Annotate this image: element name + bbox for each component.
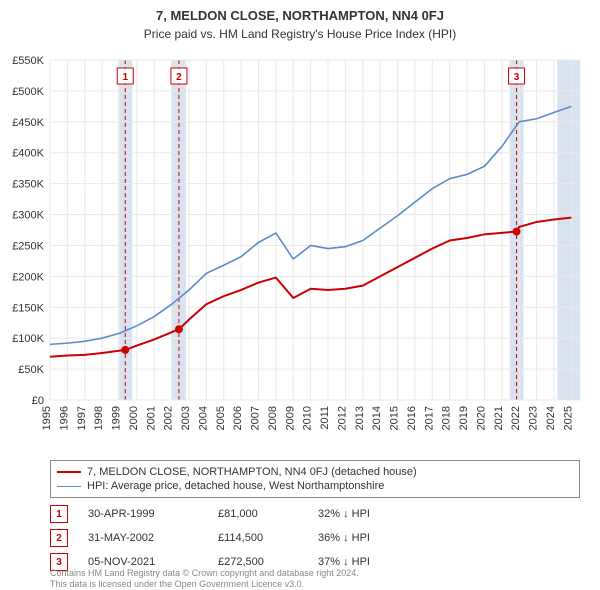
footer-line-2: This data is licensed under the Open Gov… — [50, 579, 580, 590]
x-tick-label: 2003 — [180, 406, 192, 430]
footer-line-1: Contains HM Land Registry data © Crown c… — [50, 568, 580, 579]
chart-plot-area: 123£0£50K£100K£150K£200K£250K£300K£350K£… — [50, 50, 580, 420]
x-tick-label: 2006 — [232, 406, 244, 430]
forecast-band — [557, 60, 580, 400]
sale-row-badge: 2 — [50, 529, 68, 547]
sale-badge-num: 3 — [514, 72, 520, 83]
x-tick-label: 2023 — [528, 406, 540, 430]
x-tick-label: 2008 — [267, 406, 279, 430]
x-tick-label: 1995 — [41, 406, 53, 430]
x-tick-label: 2009 — [284, 406, 296, 430]
legend-item: 7, MELDON CLOSE, NORTHAMPTON, NN4 0FJ (d… — [57, 465, 573, 479]
x-tick-label: 1998 — [93, 406, 105, 430]
sale-date: 31-MAY-2002 — [88, 532, 198, 544]
sale-price: £114,500 — [218, 532, 298, 544]
x-tick-label: 2022 — [510, 406, 522, 430]
x-tick-label: 2012 — [336, 406, 348, 430]
x-tick-label: 1999 — [111, 406, 123, 430]
sale-point — [513, 228, 521, 236]
sale-badge-num: 2 — [176, 72, 182, 83]
y-tick-label: £400K — [12, 148, 44, 160]
x-tick-label: 2021 — [493, 406, 505, 430]
sale-row-badge: 1 — [50, 505, 68, 523]
sale-row: 2 31-MAY-2002 £114,500 36% ↓ HPI — [50, 526, 580, 550]
x-tick-label: 2017 — [423, 406, 435, 430]
x-tick-label: 2025 — [562, 406, 574, 430]
x-tick-label: 2013 — [354, 406, 366, 430]
sale-delta: 36% ↓ HPI — [318, 532, 418, 544]
x-tick-label: 2002 — [163, 406, 175, 430]
x-tick-label: 2020 — [475, 406, 487, 430]
y-tick-label: £200K — [12, 271, 44, 283]
y-tick-label: £0 — [32, 395, 44, 407]
y-tick-label: £150K — [12, 302, 44, 314]
x-tick-label: 2000 — [128, 406, 140, 430]
sale-delta: 37% ↓ HPI — [318, 556, 418, 568]
x-tick-label: 1997 — [76, 406, 88, 430]
y-tick-label: £350K — [12, 179, 44, 191]
x-tick-label: 2007 — [250, 406, 262, 430]
sale-date: 30-APR-1999 — [88, 508, 198, 520]
y-tick-label: £550K — [12, 55, 44, 67]
legend-swatch — [57, 486, 81, 487]
x-tick-label: 2024 — [545, 406, 557, 430]
y-tick-label: £450K — [12, 117, 44, 129]
x-tick-label: 2001 — [145, 406, 157, 430]
sale-delta: 32% ↓ HPI — [318, 508, 418, 520]
sales-table: 1 30-APR-1999 £81,000 32% ↓ HPI 2 31-MAY-2002… — [50, 502, 580, 574]
sale-date: 05-NOV-2021 — [88, 556, 198, 568]
y-tick-label: £100K — [12, 333, 44, 345]
x-tick-label: 2015 — [389, 406, 401, 430]
chart-title: 7, MELDON CLOSE, NORTHAMPTON, NN4 0FJ — [0, 0, 600, 23]
sale-price: £81,000 — [218, 508, 298, 520]
x-tick-label: 2016 — [406, 406, 418, 430]
x-tick-label: 2010 — [302, 406, 314, 430]
sale-point — [175, 325, 183, 333]
legend-swatch — [57, 471, 81, 473]
sale-badge-num: 1 — [122, 72, 128, 83]
legend: 7, MELDON CLOSE, NORTHAMPTON, NN4 0FJ (d… — [50, 460, 580, 498]
footer-attribution: Contains HM Land Registry data © Crown c… — [50, 568, 580, 590]
y-tick-label: £50K — [18, 364, 44, 376]
legend-label: 7, MELDON CLOSE, NORTHAMPTON, NN4 0FJ (d… — [87, 466, 417, 478]
sale-row: 1 30-APR-1999 £81,000 32% ↓ HPI — [50, 502, 580, 526]
x-tick-label: 2014 — [371, 406, 383, 430]
y-tick-label: £250K — [12, 240, 44, 252]
chart-svg: 123£0£50K£100K£150K£200K£250K£300K£350K£… — [50, 50, 580, 460]
chart-subtitle: Price paid vs. HM Land Registry's House … — [0, 23, 600, 41]
x-tick-label: 2004 — [197, 406, 209, 430]
x-tick-label: 2019 — [458, 406, 470, 430]
chart-wrapper: 7, MELDON CLOSE, NORTHAMPTON, NN4 0FJ Pr… — [0, 0, 600, 590]
x-tick-label: 2011 — [319, 406, 331, 430]
x-tick-label: 1996 — [58, 406, 70, 430]
legend-item: HPI: Average price, detached house, West… — [57, 479, 573, 493]
y-tick-label: £500K — [12, 86, 44, 98]
sale-price: £272,500 — [218, 556, 298, 568]
sale-point — [121, 346, 129, 354]
x-tick-label: 2005 — [215, 406, 227, 430]
x-tick-label: 2018 — [441, 406, 453, 430]
y-tick-label: £300K — [12, 210, 44, 222]
legend-label: HPI: Average price, detached house, West… — [87, 480, 384, 492]
